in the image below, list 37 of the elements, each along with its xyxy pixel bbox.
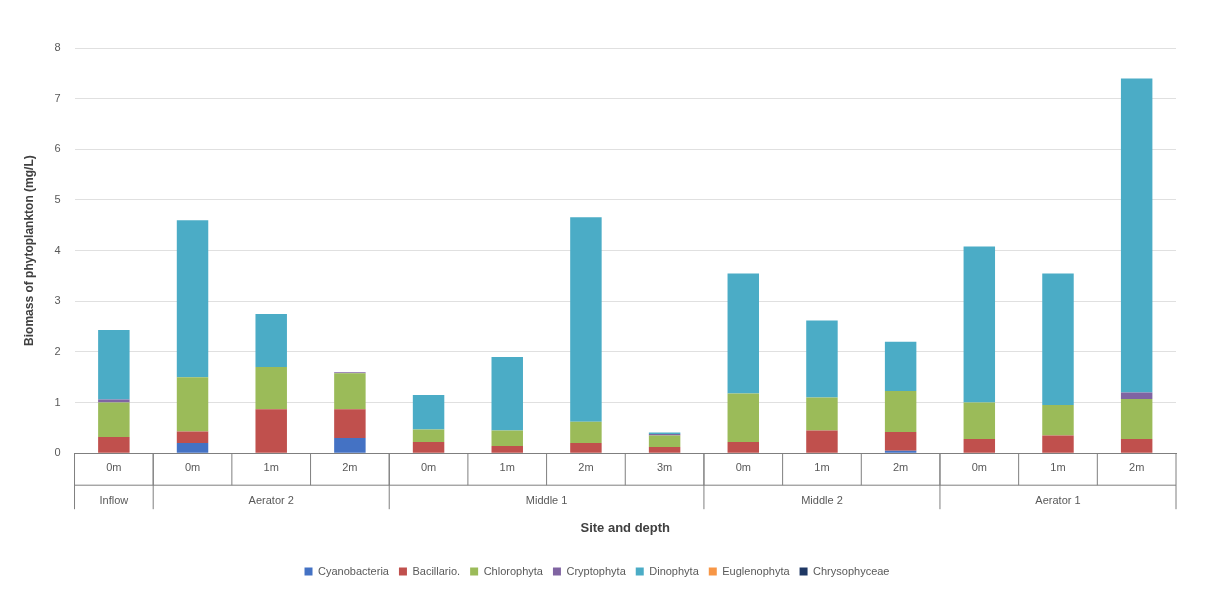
x-tick-label: 2m (342, 460, 358, 473)
x-tick-label: 2m (1129, 460, 1145, 473)
x-tick-label: 1m (1050, 460, 1066, 473)
y-tick-label: 0 (54, 446, 61, 459)
legend-label: Euglenophyta (722, 564, 791, 577)
y-tick-label: 2 (54, 344, 61, 357)
y-tick-label: 3 (54, 294, 61, 307)
y-tick-label: 4 (54, 243, 61, 256)
text: Middle 2 (801, 494, 843, 507)
x-tick-label: 1m (814, 460, 830, 473)
text: Inflow (99, 494, 129, 507)
legend-label: Cryptophyta (566, 564, 627, 577)
y-tick-label: 1 (54, 395, 61, 408)
legend-label: Bacillario. (412, 564, 461, 577)
y-tick-label: 5 (54, 192, 61, 205)
x-tick-label: 1m (263, 460, 279, 473)
y-tick-label: 6 (54, 142, 61, 155)
text: Aerator 2 (248, 494, 294, 507)
y-axis-title: Biomass of phytoplankton (mg/L) (21, 155, 36, 346)
x-tick-label: 1m (499, 460, 515, 473)
legend-label: Cyanobacteria (318, 564, 390, 577)
text: Aerator 1 (1035, 494, 1081, 507)
x-tick-label: 2m (892, 460, 909, 473)
legend-label: Dinophyta (649, 564, 700, 577)
x-tick-label: 0m (971, 460, 987, 473)
x-tick-label: 3m (656, 460, 673, 473)
x-tick-label: 0m (735, 460, 751, 473)
legend-label: Chlorophyta (483, 564, 544, 577)
x-tick-label: 0m (106, 460, 122, 473)
text: Middle 1 (525, 494, 568, 507)
x-tick-label: 0m (420, 460, 437, 473)
x-tick-label: 2m (578, 460, 594, 473)
legend-label: Chrysophyceae (813, 564, 890, 577)
y-tick-label: 7 (54, 91, 61, 104)
x-axis-title: Site and depth (580, 519, 671, 535)
y-tick-label: 8 (54, 41, 61, 54)
x-tick-label: 0m (184, 460, 201, 473)
